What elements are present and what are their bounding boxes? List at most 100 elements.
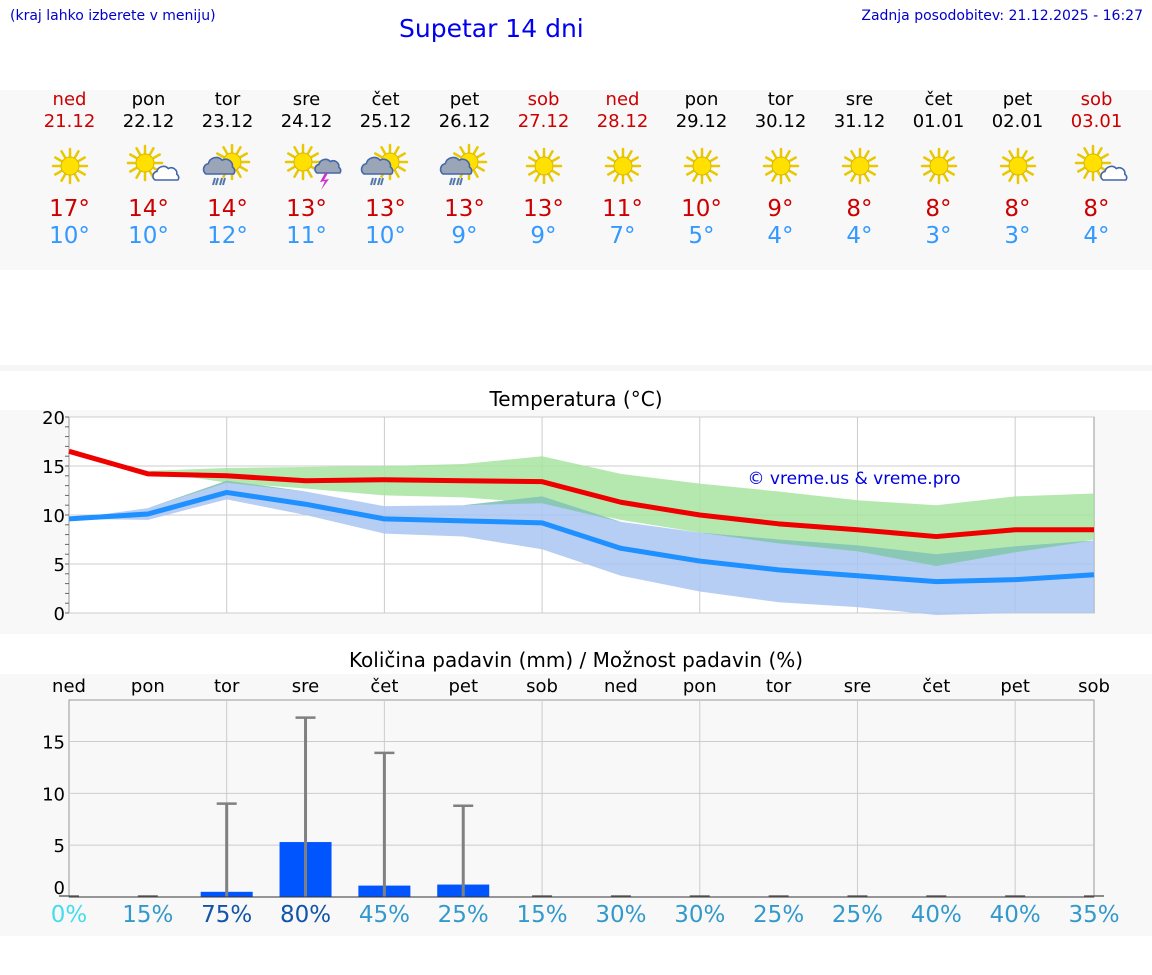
precipitation-probability: 25% [831, 902, 884, 928]
precipitation-probability: 15% [516, 902, 568, 928]
precipitation-chart: ned pon tor sre čet pet sob ned pon tor sre čet pet s… [42, 676, 1110, 899]
separator [0, 365, 1152, 371]
day-date: 27.12 [517, 111, 570, 132]
day-column: sob 03.01 8° 4° [1057, 90, 1136, 249]
day-axis-label: čet [922, 676, 950, 697]
min-temperature-line [68, 489, 1095, 585]
day-axis-label: pet [1000, 676, 1030, 697]
day-column: sre 31.12 8° 4° [820, 89, 899, 250]
day-name: sre [292, 89, 321, 110]
day-name: pon [684, 89, 719, 110]
min-temperature: 5° [688, 223, 715, 249]
temperature-chart: 0 5 10 15 20 © vreme.us & vreme.pro [42, 408, 1095, 625]
precipitation-probability: 35% [1068, 902, 1120, 928]
sun-icon [820, 140, 899, 190]
max-temperature: 8° [925, 196, 952, 222]
day-date: 22.12 [122, 111, 175, 132]
day-name: čet [371, 89, 400, 110]
max-temperature: 13° [444, 196, 485, 222]
min-temperature: 7° [609, 223, 636, 249]
day-date: 01.01 [912, 111, 965, 132]
max-temperature: 14° [128, 196, 169, 222]
precipitation-probability: 0% [50, 902, 88, 928]
sun-thunder-icon [267, 140, 346, 190]
day-date: 29.12 [675, 111, 728, 132]
sun-cloud-icon [1057, 140, 1136, 190]
max-temperature: 17° [49, 196, 90, 222]
precipitation-probability: 45% [358, 902, 410, 928]
max-temperature: 11° [602, 196, 643, 222]
precipitation-probability: 30% [595, 902, 647, 928]
min-temperature: 9° [451, 223, 478, 249]
sun-icon [30, 140, 109, 190]
temperature-band-overlap [69, 480, 1094, 566]
day-axis-label: sre [844, 676, 871, 697]
max-temperature: 9° [767, 196, 794, 222]
day-name: pon [131, 89, 166, 110]
day-axis-label: pet [448, 676, 478, 697]
sun-rain-icon [346, 140, 425, 190]
day-column: tor 23.12 14° 12° [188, 89, 267, 250]
day-name: tor [214, 89, 241, 110]
day-column: čet 01.01 8° 3° [899, 90, 978, 250]
sun-icon [899, 140, 978, 190]
day-name: sob [1080, 89, 1113, 110]
max-temperature: 13° [286, 196, 327, 222]
min-temperature: 3° [1004, 223, 1031, 249]
min-temperature: 11° [286, 223, 327, 249]
min-temperature: 4° [767, 223, 794, 249]
day-column: pon 22.12 14° 10° [109, 90, 188, 249]
y-tick-label: 5 [54, 555, 65, 576]
min-temperature: 9° [530, 223, 557, 249]
y-tick-label: 15 [42, 732, 65, 753]
precipitation-probability: 40% [989, 902, 1041, 928]
day-axis-label: ned [52, 676, 86, 697]
day-axis-label: pon [683, 676, 717, 697]
min-temperature-band [69, 480, 1094, 615]
day-axis-label: pon [131, 676, 165, 697]
day-axis-label: tor [766, 676, 792, 697]
max-temperature: 10° [681, 196, 722, 222]
day-date: 03.01 [1070, 111, 1123, 132]
y-tick-label: 5 [54, 836, 65, 857]
y-tick-label: 20 [42, 408, 65, 429]
min-temperature: 4° [846, 223, 873, 249]
precipitation-probability: 80% [279, 902, 332, 928]
watermark-text: © vreme.us & vreme.pro [747, 469, 960, 489]
y-tick-label: 10 [42, 784, 65, 805]
precipitation-probability: 75% [201, 902, 253, 928]
day-column: pet 02.01 8° 3° [978, 90, 1057, 250]
sun-icon [583, 140, 662, 190]
day-axis-label: sob [526, 676, 558, 697]
day-date: 02.01 [991, 111, 1044, 132]
precipitation-probability: 25% [753, 902, 805, 928]
day-date: 31.12 [833, 111, 886, 132]
day-column: pet 26.12 13° 9° [425, 89, 504, 250]
day-date: 26.12 [438, 111, 491, 132]
day-axis-label: tor [214, 676, 240, 697]
sun-icon [978, 140, 1057, 190]
day-column: pon 29.12 10° 5° [662, 89, 741, 250]
day-axis-label: ned [604, 676, 638, 697]
day-name: sre [845, 89, 874, 110]
max-temperature: 8° [1004, 196, 1031, 222]
sun-icon [662, 140, 741, 190]
location-menu-hint: (kraj lahko izberete v meniju) [10, 8, 216, 24]
sun-rain-icon [425, 140, 504, 190]
day-name: pet [449, 89, 480, 110]
temperature-chart-title: Temperatura (°C) [489, 387, 663, 411]
day-axis-label: čet [370, 676, 398, 697]
sun-cloud-icon [109, 140, 188, 190]
max-temperature: 13° [523, 196, 564, 222]
y-tick-label: 0 [54, 878, 65, 899]
min-temperature: 10° [365, 223, 406, 249]
day-date: 24.12 [280, 111, 333, 132]
sun-icon [504, 140, 583, 190]
day-date: 23.12 [201, 111, 254, 132]
day-column: ned 28.12 11° 7° [583, 90, 662, 250]
day-axis-label: sob [1078, 676, 1110, 697]
day-date: 30.12 [754, 111, 807, 132]
day-column: sre 24.12 13° 11° [267, 90, 346, 249]
precipitation-probability: 40% [910, 902, 962, 928]
last-update-text: Zadnja posodobitev: 21.12.2025 - 16:27 [861, 8, 1143, 24]
